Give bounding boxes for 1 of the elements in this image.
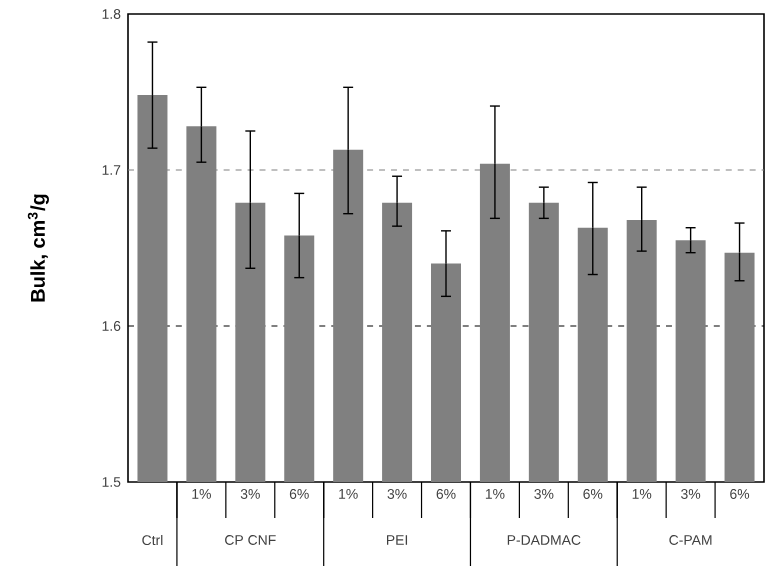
y-axis-title: Bulk, cm$^{3}$/g <box>27 194 49 302</box>
